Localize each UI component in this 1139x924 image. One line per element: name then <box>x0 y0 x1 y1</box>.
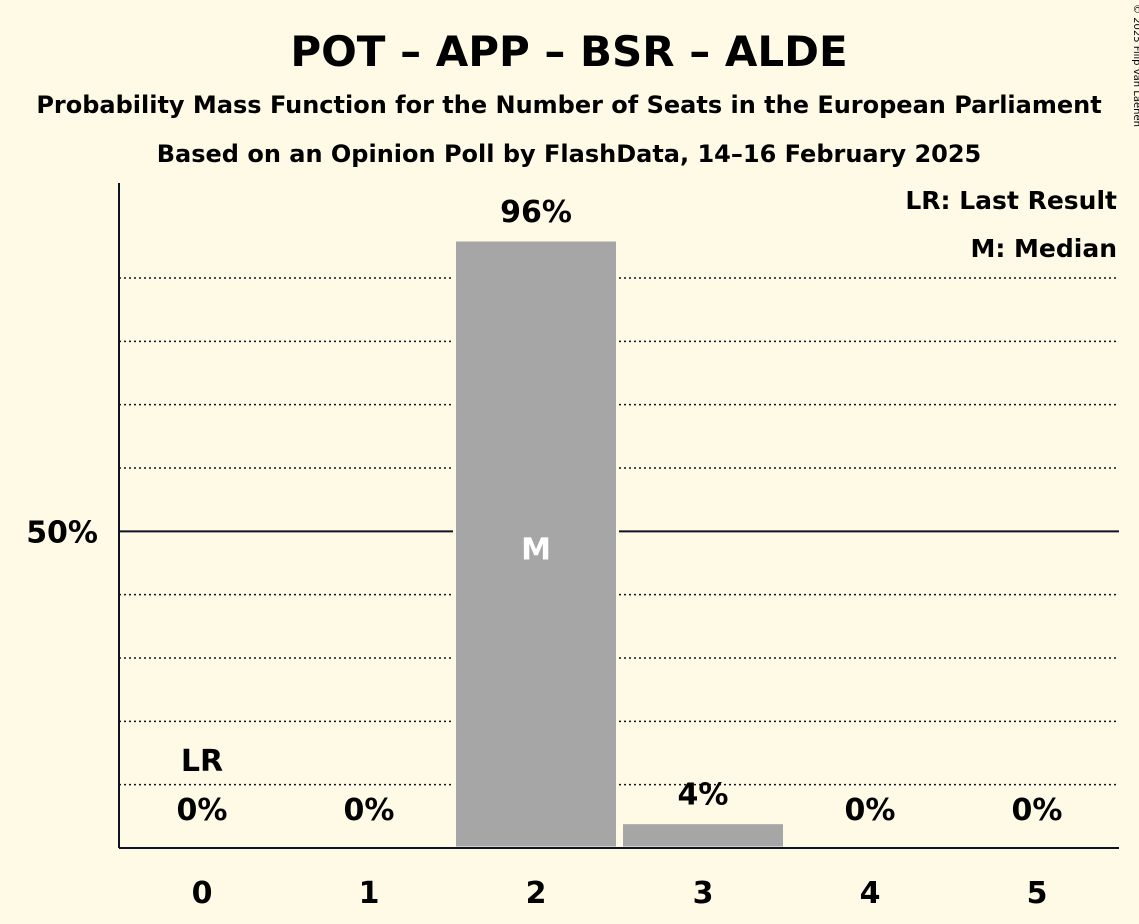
copyright-text: © 2025 Filip van Laenen <box>1131 4 1139 127</box>
data-label-5: 0% <box>1012 793 1063 828</box>
legend-last-result: LR: Last Result <box>905 186 1117 215</box>
data-label-0: 0% <box>177 793 228 828</box>
bar-2 <box>453 238 619 850</box>
x-ticks: 0 1 2 3 4 5 <box>192 876 1048 911</box>
last-result-marker: LR <box>181 744 223 779</box>
chart-title: POT – APP – BSR – ALDE <box>290 27 847 76</box>
bars <box>453 238 786 850</box>
x-tick-label-3: 3 <box>693 876 714 911</box>
x-tick-label-2: 2 <box>526 876 547 911</box>
data-label-1: 0% <box>344 793 395 828</box>
bar-3 <box>620 821 786 850</box>
data-label-3: 4% <box>678 778 729 813</box>
data-labels: 0% 0% 96% 4% 0% 0% LR M <box>177 195 1063 828</box>
axes <box>118 183 1119 849</box>
data-label-4: 0% <box>845 793 896 828</box>
y-tick-label-50: 50% <box>26 515 98 550</box>
x-tick-label-4: 4 <box>860 876 881 911</box>
x-tick-label-0: 0 <box>192 876 213 911</box>
legend-median: M: Median <box>970 234 1117 263</box>
x-tick-label-5: 5 <box>1027 876 1048 911</box>
median-marker: M <box>521 532 551 567</box>
chart-subtitle: Probability Mass Function for the Number… <box>36 91 1101 119</box>
data-label-2: 96% <box>500 195 572 230</box>
chart-subtitle-source: Based on an Opinion Poll by FlashData, 1… <box>157 140 982 168</box>
x-tick-label-1: 1 <box>359 876 380 911</box>
